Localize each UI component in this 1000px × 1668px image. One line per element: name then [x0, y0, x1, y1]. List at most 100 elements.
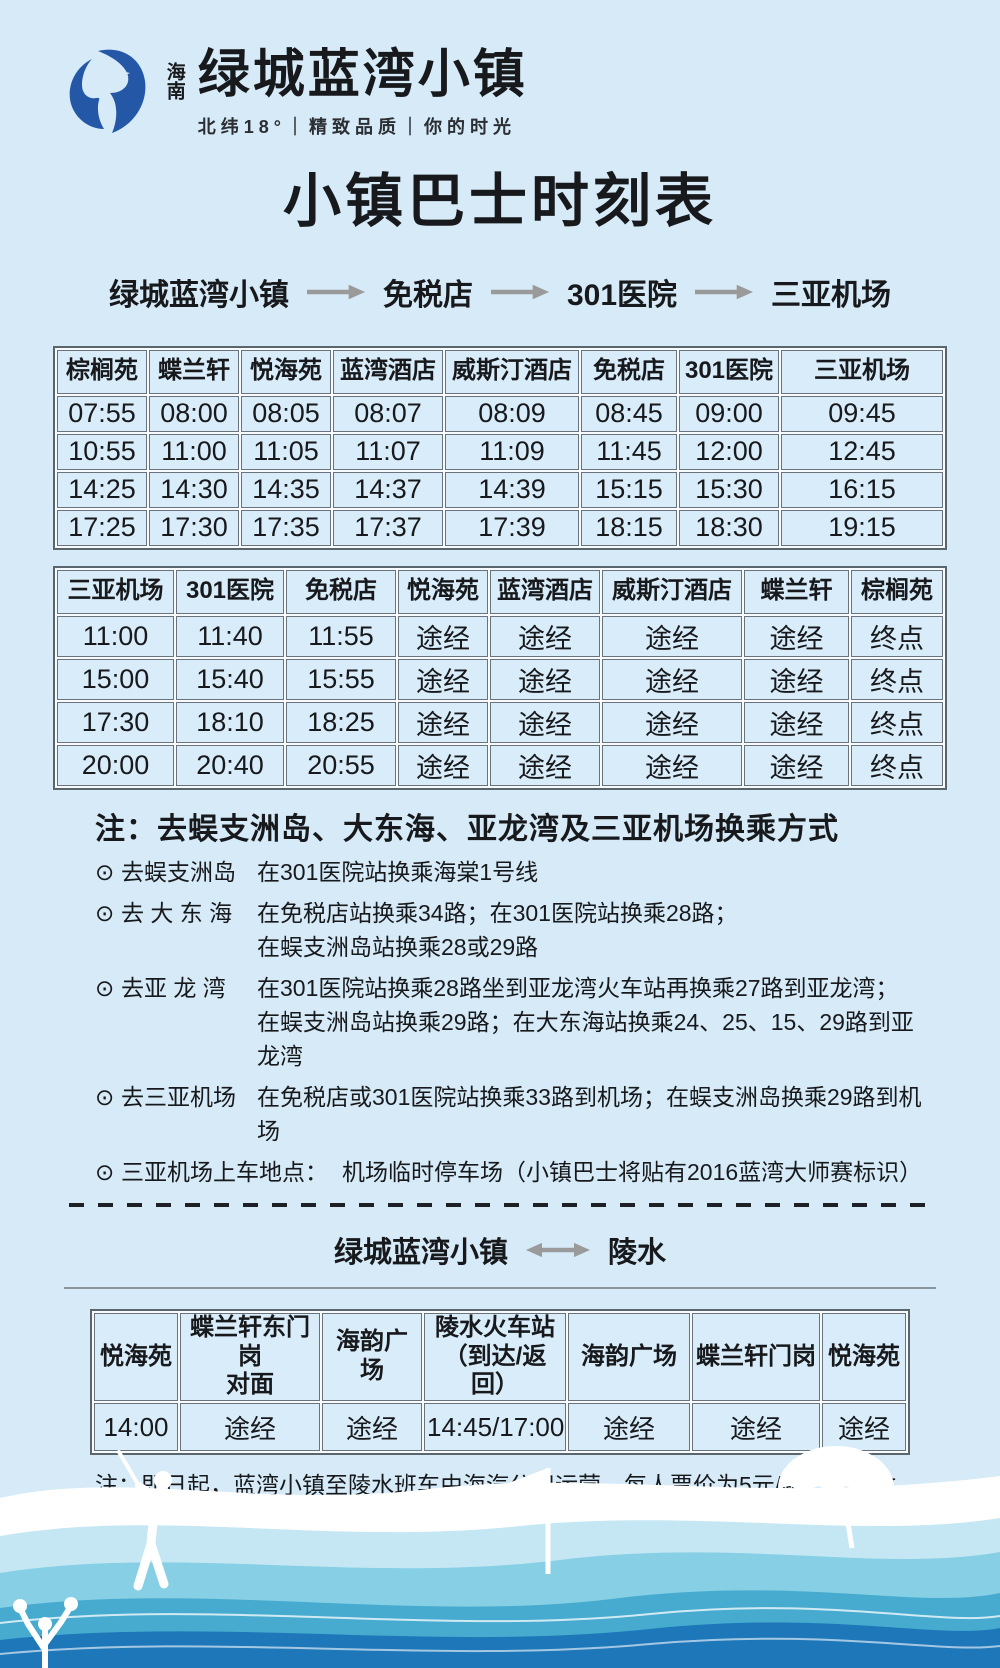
- table-cell: 17:30: [57, 701, 174, 743]
- note-text: 在301医院站换乘海棠1号线: [257, 858, 539, 885]
- table-row: 07:55 08:00 08:05 08:07 08:09 08:45 09:00 09:45: [57, 395, 943, 432]
- column-header: 威斯汀酒店: [602, 569, 742, 614]
- table-cell: 15:30: [679, 471, 779, 508]
- table-row: 17:25 17:30 17:35 17:37 17:39 18:15 18:30 19:15: [57, 509, 943, 546]
- column-header: 悦海苑: [94, 1312, 178, 1402]
- coral-silhouette: [13, 1597, 78, 1668]
- table-cell: 17:25: [57, 509, 147, 546]
- table-cell: 17:35: [241, 509, 331, 546]
- table-cell: 17:39: [445, 509, 579, 546]
- table-cell: 11:45: [581, 433, 677, 470]
- note-label: 去亚 龙 湾: [121, 974, 226, 1001]
- table-cell: 14:25: [57, 471, 147, 508]
- brand-logo-icon: [69, 49, 146, 133]
- table-cell: 18:10: [176, 701, 284, 743]
- table-cell: 途经: [744, 658, 849, 700]
- table-cell: 07:55: [57, 395, 147, 432]
- column-header: 免税店: [286, 569, 396, 614]
- table-cell: 09:00: [679, 395, 779, 432]
- route-stop: 三亚机场: [771, 278, 892, 312]
- table-cell: 08:09: [445, 395, 579, 432]
- note-item: ⊙ 三亚机场上车地点： 机场临时停车场（小镇巴士将贴有2016蓝湾大师赛标识）: [95, 1155, 925, 1189]
- table-cell: 15:15: [581, 471, 677, 508]
- table-row: 14:00 途经 途经 14:45/17:00 途经 途经 途经: [94, 1403, 906, 1452]
- column-header: 301医院: [176, 569, 284, 614]
- column-header: 悦海苑: [822, 1312, 906, 1402]
- table-cell: 08:05: [241, 395, 331, 432]
- column-header: 棕榈苑: [57, 349, 147, 394]
- table-cell: 08:45: [581, 395, 677, 432]
- column-header: 悦海苑: [398, 569, 488, 614]
- route-outbound: 绿城蓝湾小镇 免税店 301医院 三亚机场: [0, 270, 1000, 314]
- table-cell: 途经: [398, 658, 488, 700]
- bullet-icon: ⊙: [95, 899, 115, 926]
- table-cell: 20:55: [286, 744, 396, 786]
- table-cell: 14:35: [241, 471, 331, 508]
- table-cell: 15:40: [176, 658, 284, 700]
- table-cell: 18:30: [679, 509, 779, 546]
- page-title: 小镇巴士时刻表: [282, 169, 717, 234]
- table-cell: 09:45: [781, 395, 943, 432]
- column-header: 威斯汀酒店: [445, 349, 579, 394]
- logo-region-text: 海南: [163, 62, 185, 100]
- table-cell: 11:05: [241, 433, 331, 470]
- table-cell: 途经: [744, 615, 849, 657]
- timetable-lingshui: 悦海苑 蝶兰轩东门岗 对面 海韵广场 陵水火车站 （到达/返回） 海韵广场 蝶兰轩门岗 悦海…: [90, 1308, 910, 1456]
- note-item: ⊙ 去三亚机场 在免税店或301医院站换乘33路到机场；在蜈支洲岛换乘29路到机场: [95, 1080, 925, 1148]
- table-cell: 14:39: [445, 471, 579, 508]
- column-header: 蝶兰轩门岗: [692, 1312, 820, 1402]
- bullet-icon: ⊙: [92, 1590, 118, 1624]
- table-cell: 11:00: [57, 615, 174, 657]
- bullet-icon: ⊙: [95, 1083, 115, 1110]
- column-header: 棕榈苑: [851, 569, 943, 614]
- table-cell: 17:30: [149, 509, 239, 546]
- table-cell: 12:45: [781, 433, 943, 470]
- column-header: 海韵广场: [568, 1312, 690, 1402]
- table-cell: 途经: [602, 744, 742, 786]
- route-stop: 301医院: [566, 278, 678, 312]
- notes-list: ⊙ 去蜈支洲岛 在301医院站换乘海棠1号线 ⊙ 去 大 东 海在免税店站换乘34路；在…: [95, 855, 925, 1189]
- table-cell: 14:00: [94, 1403, 178, 1452]
- note-text: 在免税店站换乘34路；在301医院站换乘28路； 在蜈支洲岛站换乘28或29路: [257, 899, 738, 960]
- column-header: 蓝湾酒店: [333, 349, 443, 394]
- table-cell: 途经: [180, 1403, 320, 1452]
- table-cell: 11:00: [149, 433, 239, 470]
- arrow-right-icon: [306, 284, 365, 300]
- table-cell: 20:40: [176, 744, 284, 786]
- route-lingshui: 绿城蓝湾小镇 陵水: [0, 1229, 1000, 1271]
- table-cell: 20:00: [57, 744, 174, 786]
- note-text: 在免税店或301医院站换乘33路到机场；在蜈支洲岛换乘29路到机场: [257, 1083, 922, 1144]
- table-row: 14:25 14:30 14:35 14:37 14:39 15:15 15:30 16:15: [57, 471, 943, 508]
- table-cell: 途经: [602, 658, 742, 700]
- table-cell: 11:09: [445, 433, 579, 470]
- table-cell: 终点: [851, 701, 943, 743]
- table-cell: 途经: [744, 701, 849, 743]
- bullet-icon: ⊙: [95, 974, 115, 1001]
- column-header: 蓝湾酒店: [490, 569, 600, 614]
- header-row: 棕榈苑 蝶兰轩 悦海苑 蓝湾酒店 威斯汀酒店 免税店 301医院 三亚机场: [57, 349, 943, 394]
- table-cell: 终点: [851, 744, 943, 786]
- brand-header: 海南 绿城蓝湾小镇 北纬18°｜精致品质｜你的时光: [62, 42, 1000, 144]
- timetable-outbound: 棕榈苑 蝶兰轩 悦海苑 蓝湾酒店 威斯汀酒店 免税店 301医院 三亚机场 07:55 08:00…: [53, 345, 947, 550]
- brand-tagline: 北纬18°｜精致品质｜你的时光: [197, 116, 516, 137]
- route-stop: 绿城蓝湾小镇: [333, 1236, 508, 1269]
- table-cell: 18:15: [581, 509, 677, 546]
- rule-divider: [64, 1286, 936, 1289]
- arrow-double-icon: [526, 1242, 590, 1257]
- column-header: 免税店: [581, 349, 677, 394]
- table-cell: 14:30: [149, 471, 239, 508]
- table-cell: 11:40: [176, 615, 284, 657]
- table-cell: 15:55: [286, 658, 396, 700]
- note-label: 去蜈支洲岛: [121, 858, 236, 885]
- table-cell: 途经: [322, 1403, 422, 1452]
- column-header: 海韵广场: [322, 1312, 422, 1402]
- table-cell: 14:45/17:00: [424, 1403, 566, 1452]
- effective-date-notice: ⊙ 自2016年10月1日开始执行，时间更换另行通知！: [92, 1581, 1000, 1632]
- column-header: 三亚机场: [781, 349, 943, 394]
- column-header: 陵水火车站 （到达/返回）: [424, 1312, 566, 1402]
- column-header: 蝶兰轩: [149, 349, 239, 394]
- table-cell: 11:07: [333, 433, 443, 470]
- table-cell: 途经: [602, 701, 742, 743]
- table-cell: 途经: [398, 701, 488, 743]
